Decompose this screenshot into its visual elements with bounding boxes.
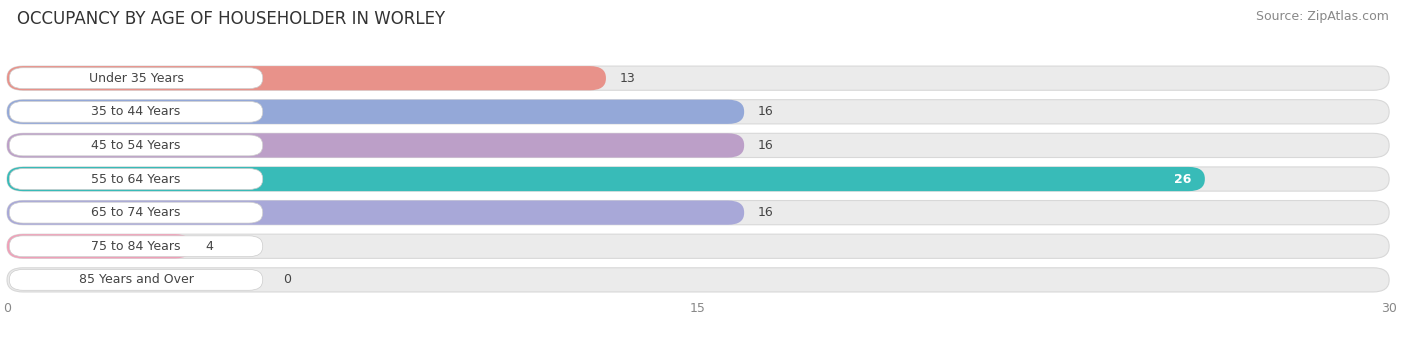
FancyBboxPatch shape bbox=[7, 133, 1389, 158]
FancyBboxPatch shape bbox=[7, 201, 744, 225]
FancyBboxPatch shape bbox=[7, 234, 1389, 258]
Text: 16: 16 bbox=[758, 139, 773, 152]
Text: 0: 0 bbox=[284, 273, 291, 286]
FancyBboxPatch shape bbox=[10, 68, 263, 89]
FancyBboxPatch shape bbox=[10, 168, 263, 190]
Text: 16: 16 bbox=[758, 206, 773, 219]
FancyBboxPatch shape bbox=[7, 66, 606, 90]
FancyBboxPatch shape bbox=[10, 101, 263, 122]
FancyBboxPatch shape bbox=[7, 234, 191, 258]
Text: 16: 16 bbox=[758, 105, 773, 118]
FancyBboxPatch shape bbox=[10, 236, 263, 257]
Text: 35 to 44 Years: 35 to 44 Years bbox=[91, 105, 180, 118]
FancyBboxPatch shape bbox=[10, 135, 263, 156]
Text: 45 to 54 Years: 45 to 54 Years bbox=[91, 139, 181, 152]
FancyBboxPatch shape bbox=[7, 66, 1389, 90]
Text: 85 Years and Over: 85 Years and Over bbox=[79, 273, 194, 286]
FancyBboxPatch shape bbox=[7, 133, 744, 158]
Text: Under 35 Years: Under 35 Years bbox=[89, 72, 183, 85]
Text: OCCUPANCY BY AGE OF HOUSEHOLDER IN WORLEY: OCCUPANCY BY AGE OF HOUSEHOLDER IN WORLE… bbox=[17, 10, 444, 28]
FancyBboxPatch shape bbox=[10, 269, 263, 290]
Text: 75 to 84 Years: 75 to 84 Years bbox=[91, 240, 181, 253]
Text: 65 to 74 Years: 65 to 74 Years bbox=[91, 206, 181, 219]
Text: 4: 4 bbox=[205, 240, 212, 253]
Text: 55 to 64 Years: 55 to 64 Years bbox=[91, 173, 181, 186]
FancyBboxPatch shape bbox=[7, 100, 1389, 124]
Text: Source: ZipAtlas.com: Source: ZipAtlas.com bbox=[1256, 10, 1389, 23]
FancyBboxPatch shape bbox=[7, 268, 1389, 292]
FancyBboxPatch shape bbox=[7, 167, 1205, 191]
Text: 13: 13 bbox=[620, 72, 636, 85]
FancyBboxPatch shape bbox=[10, 202, 263, 223]
Text: 26: 26 bbox=[1174, 173, 1191, 186]
FancyBboxPatch shape bbox=[7, 201, 1389, 225]
FancyBboxPatch shape bbox=[7, 100, 744, 124]
FancyBboxPatch shape bbox=[7, 167, 1389, 191]
